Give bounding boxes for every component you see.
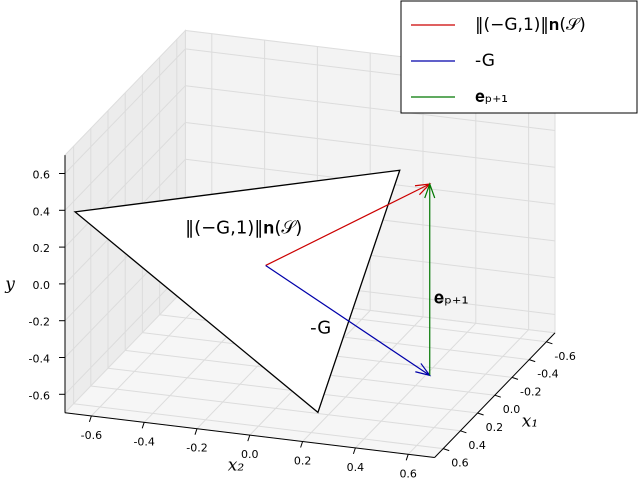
x2-tick (352, 447, 356, 455)
legend-label: -G (475, 51, 495, 71)
x2-tick-label: -0.2 (186, 442, 207, 455)
y-axis-label: y (4, 275, 15, 295)
legend-box (400, 0, 638, 114)
x1-tick-label: 0.0 (503, 403, 521, 416)
x2-tick (141, 422, 145, 429)
vector (424, 182, 436, 376)
x2-tick (405, 454, 409, 461)
legend-label: 𝐞ₚ₊₁ (475, 87, 508, 107)
grid-line (73, 403, 444, 450)
vector-label: -G (310, 317, 331, 338)
y-tick-label: 0.2 (33, 242, 51, 255)
x1-tick (477, 412, 484, 416)
x1-tick-label: 0.4 (468, 439, 486, 452)
x1-tick (546, 341, 553, 345)
grid-line (90, 385, 461, 432)
y-tick-label: -0.4 (29, 353, 50, 366)
x1-axis-label: x₁ (522, 412, 538, 432)
vector-label: ‖(−G,1)‖𝐧(𝒮) (185, 218, 302, 239)
x2-tick-label: 0.4 (347, 461, 365, 474)
x2-tick (300, 441, 304, 448)
vector-label: 𝐞ₚ₊₁ (434, 288, 469, 309)
x2-axis-label: x₂ (228, 456, 245, 476)
x1-tick-label: 0.2 (486, 421, 504, 434)
x1-tick-label: 0.6 (451, 457, 469, 470)
x2-tick (194, 428, 198, 435)
x2-tick-label: -0.4 (133, 435, 154, 448)
legend-label: ‖(−G,1)‖𝐧(𝒮) (475, 15, 586, 35)
x2-tick-label: 0.0 (241, 448, 259, 461)
x1-tick (494, 394, 501, 398)
x1-tick (511, 376, 519, 380)
x1-tick-label: -0.4 (537, 368, 558, 381)
y-tick-label: -0.2 (29, 316, 50, 329)
x2-tick-label: -0.6 (81, 429, 102, 442)
x2-tick-label: 0.2 (294, 455, 312, 468)
x1-tick-label: -0.2 (520, 385, 541, 398)
y-tick-label: 0.4 (33, 205, 51, 218)
x2-tick (88, 415, 92, 423)
x1-tick (443, 448, 450, 452)
x1-tick (460, 430, 467, 434)
triangle (73, 169, 401, 414)
y-tick-label: 0.0 (33, 279, 51, 292)
x1-tick-label: -0.6 (554, 350, 575, 363)
y-tick-label: 0.6 (33, 169, 51, 182)
x1-tick (529, 359, 536, 363)
x2-tick (247, 434, 251, 442)
y-tick-label: -0.6 (29, 389, 50, 402)
x2-tick-label: 0.6 (399, 467, 417, 480)
